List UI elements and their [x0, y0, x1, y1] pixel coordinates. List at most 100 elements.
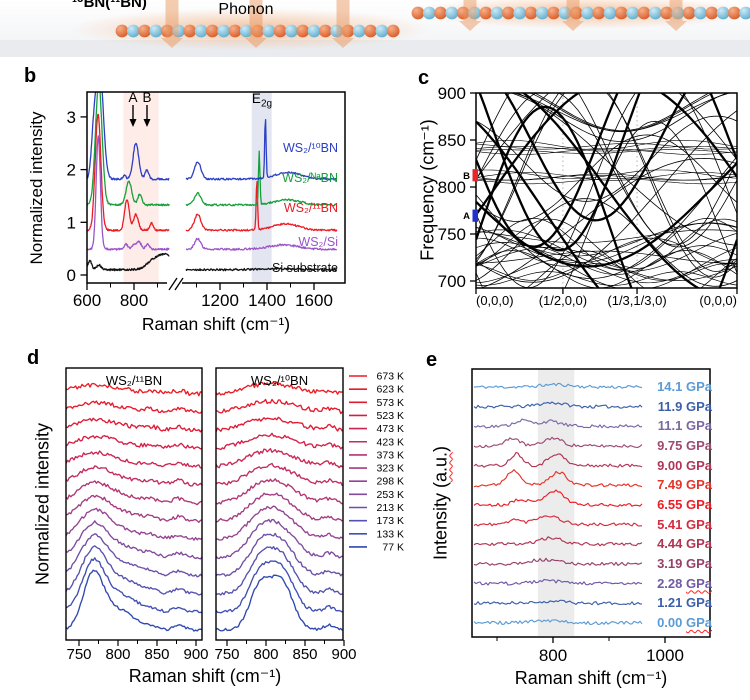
temperature-legend-label: 523 K — [377, 410, 404, 422]
nitrogen-atom — [126, 24, 140, 38]
nitrogen-atom — [716, 6, 730, 20]
panel-d-axes-box — [215, 367, 344, 641]
temperature-legend-label: 323 K — [377, 463, 404, 475]
panel-e-x-axis-label: Raman shift (cm⁻¹) — [515, 668, 668, 688]
pressure-spectrum-curve — [473, 536, 643, 547]
x-tick-label: 1200 — [201, 291, 239, 310]
temperature-spectrum-curve — [216, 462, 343, 487]
pressure-label: 3.19 GPa — [657, 555, 712, 571]
boron-atom — [206, 24, 219, 38]
panel-b-axes-box — [86, 91, 346, 284]
spectrum-curve — [87, 252, 170, 272]
peak-annotation-label: B — [142, 90, 151, 105]
boron-atom — [547, 6, 560, 20]
nitrogen-atom — [285, 24, 298, 38]
panel-e-y-label-post: ) — [430, 445, 451, 452]
temperature-spectrum-curve — [66, 533, 202, 578]
pressure-label: 9.00 GPa — [657, 457, 712, 473]
nitrogen-atom — [739, 6, 750, 20]
temperature-legend-label: 253 K — [377, 489, 404, 501]
nitrogen-atom — [648, 6, 662, 20]
boron-atom — [728, 6, 741, 20]
x-tick-label: 850 — [292, 646, 317, 663]
phonon-arrow-icon — [245, 0, 267, 48]
panel-d-plot: 750 800 850 900 WS₂/¹¹BN 750 800 850 900 WS₂/¹⁰BN… — [65, 367, 404, 686]
subplot-title: WS₂/¹¹BN — [106, 373, 162, 388]
k-point-label: (1/2,0,0) — [539, 293, 587, 308]
boron-atom — [615, 6, 628, 20]
spectrum-curve — [87, 113, 170, 232]
shaded-band — [537, 370, 575, 636]
nitrogen-atom — [694, 6, 707, 20]
pressure-label: 1.21 GPa — [657, 595, 712, 611]
phonon-bands — [476, 93, 737, 288]
temperature-spectrum-curve — [216, 381, 343, 396]
pressure-label: 0.00 GPa — [657, 614, 712, 630]
boron-atom — [273, 24, 287, 38]
y-tick-label: 750 — [438, 225, 466, 244]
nitrogen-atom — [375, 24, 389, 38]
temperature-legend-label: 573 K — [377, 397, 404, 409]
temperature-spectrum-curve — [216, 546, 343, 596]
temperature-legend-label: 133 K — [377, 528, 404, 540]
mode-marker-label: A — [463, 211, 470, 222]
temperature-spectrum-curve — [216, 432, 343, 451]
axis-break-icon — [168, 277, 178, 291]
panel-b-y-axis-label: Normalized intensity — [27, 111, 46, 265]
phonon-label: Phonon — [218, 1, 273, 18]
nitrogen-atom — [445, 6, 459, 20]
x-tick-label: 750 — [214, 646, 239, 663]
temperature-spectrum-curve — [216, 416, 343, 432]
pressure-spectrum-curve — [473, 515, 643, 527]
shaded-band — [251, 92, 272, 283]
panel-e-plot: 800 1000 Raman shift (cm⁻¹) — [471, 368, 711, 688]
nitrogen-atom — [490, 6, 504, 20]
boron-atom — [296, 24, 310, 38]
temperature-spectrum-curve — [66, 520, 202, 560]
nitrogen-atom — [581, 6, 594, 20]
x-tick-label: 800 — [253, 646, 278, 663]
x-tick-label: 900 — [331, 646, 356, 663]
pressure-spectrum-curve — [473, 469, 643, 488]
axis-break-icon — [174, 277, 184, 291]
x-tick-label: 1600 — [295, 291, 333, 310]
bn-isotope-label: ¹⁰BN(¹¹BN) — [72, 0, 147, 11]
temperature-spectrum-curve — [216, 478, 343, 505]
temperature-spectrum-curve — [216, 574, 343, 632]
y-tick-label: 800 — [438, 178, 466, 197]
temperature-legend-label: 673 K — [377, 371, 404, 383]
panel-c-axes-box — [475, 92, 738, 289]
nitrogen-atom — [513, 6, 527, 20]
pressure-spectrum-curve — [473, 382, 643, 389]
k-point-label: (1/3,1/3,0) — [607, 293, 666, 308]
boron-atom — [682, 6, 696, 20]
pressure-label: 11.9 GPa — [657, 398, 712, 414]
panel-b-plot: 0 1 2 3 600 800 1200 1400 1600 Raman shift (cm⁻¹)… — [67, 90, 346, 334]
phonon-arrow-icon — [459, 0, 481, 31]
spectrum-curve — [185, 150, 338, 207]
x-tick-label: 800 — [120, 291, 148, 310]
panel-letter-b: b — [24, 65, 37, 87]
x-tick-label: 800 — [105, 646, 130, 663]
nitrogen-atom — [352, 24, 366, 38]
nitrogen-atom — [603, 6, 617, 20]
temperature-spectrum-curve — [66, 465, 202, 487]
panel-e-y-label-au: a.u. — [430, 451, 451, 482]
k-point-label: (0,0,0) — [699, 293, 737, 308]
nitrogen-atom — [535, 6, 549, 20]
phonon-arrow-icon — [161, 0, 183, 48]
nitrogen-atom — [422, 6, 436, 20]
panel-e-y-label-pre: Intensity ( — [430, 482, 451, 561]
peak-annotation-label: A — [128, 90, 137, 105]
x-tick-label: 1000 — [646, 646, 684, 665]
spectrum-curve — [185, 267, 337, 272]
pressure-label: 2.28 GPa — [657, 575, 712, 591]
pressure-label: 11.1 GPa — [657, 418, 712, 434]
series-label: Si substrate — [272, 261, 338, 275]
phonon-arrow-icon — [562, 0, 584, 31]
boron-atom — [138, 24, 152, 38]
boron-atom — [115, 24, 129, 38]
x-tick-label: 600 — [73, 291, 101, 310]
y-tick-label: 700 — [438, 272, 466, 291]
